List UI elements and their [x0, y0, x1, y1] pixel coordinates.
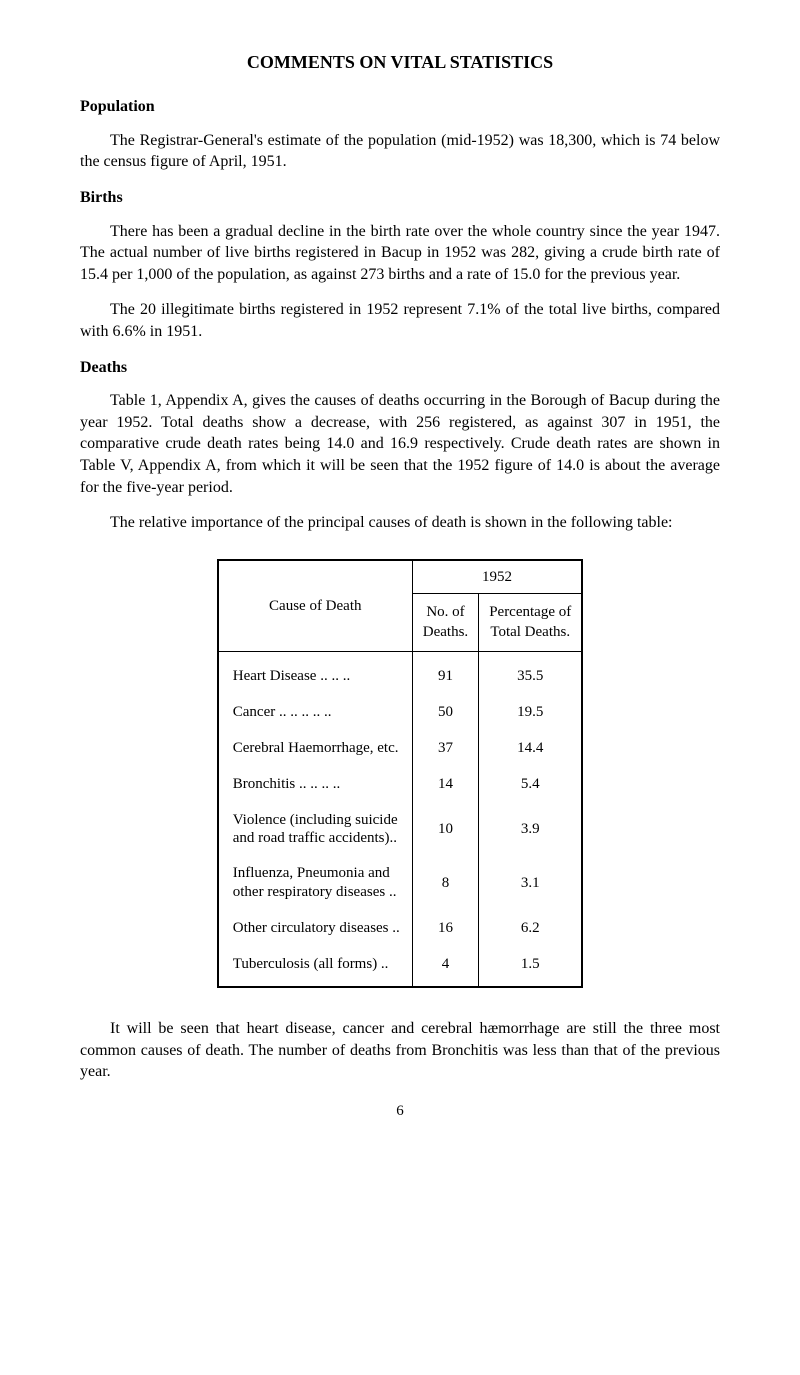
table-header-year: 1952 [412, 560, 582, 594]
percent-cell: 35.5 [479, 651, 583, 694]
deaths-cell: 37 [412, 730, 478, 766]
cause-cell: Bronchitis .. .. .. .. [218, 766, 413, 802]
percent-cell: 14.4 [479, 730, 583, 766]
cause-cell: Other circulatory diseases .. [218, 910, 413, 946]
deaths-paragraph-1: Table 1, Appendix A, gives the causes of… [80, 390, 720, 498]
deaths-paragraph-2: The relative importance of the principal… [80, 512, 720, 534]
deaths-cell: 10 [412, 803, 478, 857]
deaths-cell: 50 [412, 694, 478, 730]
percent-cell: 5.4 [479, 766, 583, 802]
percent-cell: 3.9 [479, 803, 583, 857]
table-row: Other circulatory diseases .. 16 6.2 [218, 910, 582, 946]
table-header-deaths: No. of Deaths. [412, 594, 478, 652]
table-row: Influenza, Pneumonia and other respirato… [218, 856, 582, 910]
deaths-cell: 8 [412, 856, 478, 910]
deaths-table: Cause of Death 1952 No. of Deaths. Perce… [217, 559, 583, 988]
cause-cell: Cancer .. .. .. .. .. [218, 694, 413, 730]
cause-cell: Tuberculosis (all forms) .. [218, 946, 413, 987]
table-row: Cancer .. .. .. .. .. 50 19.5 [218, 694, 582, 730]
cause-cell: Cerebral Haemorrhage, etc. [218, 730, 413, 766]
percent-cell: 19.5 [479, 694, 583, 730]
percent-cell: 3.1 [479, 856, 583, 910]
births-heading: Births [80, 187, 720, 209]
table-row: Cerebral Haemorrhage, etc. 37 14.4 [218, 730, 582, 766]
cause-cell: Violence (including suicide and road tra… [218, 803, 413, 857]
deaths-table-container: Cause of Death 1952 No. of Deaths. Perce… [80, 559, 720, 988]
table-header-percent: Percentage of Total Deaths. [479, 594, 583, 652]
deaths-cell: 14 [412, 766, 478, 802]
births-paragraph-1: There has been a gradual decline in the … [80, 221, 720, 286]
cause-cell: Heart Disease .. .. .. [218, 651, 413, 694]
deaths-heading: Deaths [80, 357, 720, 379]
conclusion-paragraph-1: It will be seen that heart disease, canc… [80, 1018, 720, 1083]
percent-cell: 6.2 [479, 910, 583, 946]
page-title: COMMENTS ON VITAL STATISTICS [80, 50, 720, 74]
percent-cell: 1.5 [479, 946, 583, 987]
page-number: 6 [80, 1101, 720, 1121]
table-row: Tuberculosis (all forms) .. 4 1.5 [218, 946, 582, 987]
table-row: Heart Disease .. .. .. 91 35.5 [218, 651, 582, 694]
table-header-cause: Cause of Death [218, 560, 413, 651]
births-paragraph-2: The 20 illegitimate births registered in… [80, 299, 720, 342]
population-heading: Population [80, 96, 720, 118]
table-row: Violence (including suicide and road tra… [218, 803, 582, 857]
deaths-cell: 91 [412, 651, 478, 694]
cause-cell: Influenza, Pneumonia and other respirato… [218, 856, 413, 910]
population-paragraph-1: The Registrar-General's estimate of the … [80, 130, 720, 173]
deaths-cell: 4 [412, 946, 478, 987]
deaths-cell: 16 [412, 910, 478, 946]
table-row: Bronchitis .. .. .. .. 14 5.4 [218, 766, 582, 802]
